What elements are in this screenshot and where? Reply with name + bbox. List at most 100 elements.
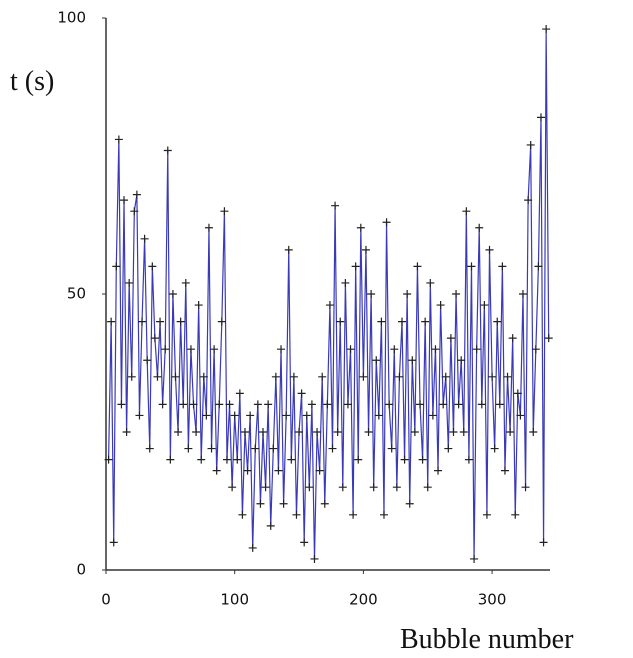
x-tick-label: 300 bbox=[478, 591, 507, 609]
data-point bbox=[140, 234, 149, 243]
data-point bbox=[166, 455, 175, 464]
data-point bbox=[531, 345, 540, 354]
data-point bbox=[310, 554, 319, 563]
data-point bbox=[413, 262, 422, 271]
data-point bbox=[446, 334, 455, 343]
data-point bbox=[233, 455, 242, 464]
data-point bbox=[534, 262, 543, 271]
data-point bbox=[181, 278, 190, 287]
data-point bbox=[328, 444, 337, 453]
data-point bbox=[112, 262, 121, 271]
data-point bbox=[444, 444, 453, 453]
y-axis-label: t (s) bbox=[10, 66, 54, 97]
y-tick-label: 100 bbox=[57, 9, 86, 27]
data-point bbox=[125, 278, 134, 287]
data-point bbox=[341, 278, 350, 287]
data-point bbox=[168, 290, 177, 298]
data-point bbox=[235, 389, 244, 398]
data-point bbox=[464, 455, 473, 464]
data-point bbox=[143, 356, 152, 365]
data-point bbox=[495, 400, 504, 409]
data-point bbox=[240, 428, 249, 436]
data-point bbox=[282, 411, 291, 420]
data-point bbox=[259, 428, 268, 436]
data-point bbox=[313, 428, 322, 436]
data-point bbox=[174, 428, 183, 436]
data-point bbox=[351, 262, 360, 271]
data-point bbox=[361, 245, 370, 254]
data-point bbox=[410, 428, 419, 436]
data-point bbox=[477, 400, 486, 409]
data-point bbox=[307, 400, 316, 409]
data-point bbox=[454, 400, 463, 409]
data-point bbox=[266, 521, 275, 530]
data-point bbox=[225, 400, 234, 409]
data-point bbox=[120, 196, 129, 205]
x-tick-label: 200 bbox=[349, 591, 378, 609]
x-tick-label: 0 bbox=[101, 591, 111, 609]
data-point bbox=[161, 345, 170, 354]
data-point bbox=[518, 290, 527, 298]
data-point bbox=[390, 345, 399, 354]
data-point bbox=[300, 538, 309, 547]
data-point bbox=[246, 411, 255, 420]
data-point bbox=[452, 290, 461, 298]
data-point bbox=[426, 278, 435, 287]
data-point bbox=[184, 444, 193, 453]
data-point bbox=[264, 400, 273, 409]
data-point bbox=[462, 207, 471, 216]
data-point bbox=[325, 301, 334, 310]
data-point bbox=[387, 444, 396, 453]
data-point bbox=[153, 372, 162, 381]
data-point bbox=[130, 207, 139, 216]
data-point bbox=[197, 455, 206, 464]
data-point bbox=[423, 483, 432, 492]
data-point bbox=[459, 428, 468, 436]
data-point bbox=[194, 301, 203, 310]
data-point bbox=[253, 400, 262, 409]
data-point bbox=[202, 411, 211, 420]
data-point bbox=[210, 345, 219, 354]
data-point bbox=[318, 372, 327, 381]
data-point bbox=[109, 538, 118, 547]
data-point bbox=[482, 510, 491, 519]
data-point bbox=[320, 499, 329, 508]
data-point bbox=[403, 290, 412, 298]
data-point bbox=[382, 218, 391, 227]
data-point bbox=[377, 317, 386, 326]
data-point bbox=[243, 466, 252, 475]
x-axis-label: Bubble number bbox=[400, 624, 574, 655]
data-point bbox=[122, 428, 131, 436]
x-tick-label: 100 bbox=[220, 591, 249, 609]
data-point bbox=[418, 455, 427, 464]
data-point bbox=[511, 510, 520, 519]
data-point bbox=[395, 372, 404, 381]
data-point bbox=[179, 400, 188, 409]
data-point bbox=[544, 334, 553, 343]
data-point bbox=[364, 428, 373, 436]
data-point bbox=[114, 135, 123, 144]
data-point bbox=[323, 400, 332, 409]
data-point bbox=[271, 372, 280, 381]
data-line bbox=[107, 29, 550, 559]
data-point bbox=[503, 372, 512, 381]
data-point bbox=[449, 428, 458, 436]
data-point bbox=[338, 483, 347, 492]
data-point bbox=[331, 201, 340, 210]
data-point bbox=[138, 317, 147, 326]
data-point bbox=[284, 245, 293, 254]
data-point bbox=[215, 400, 224, 409]
data-point bbox=[269, 444, 278, 453]
data-point bbox=[513, 389, 522, 398]
y-tick-label: 50 bbox=[67, 285, 86, 303]
data-point bbox=[349, 510, 358, 519]
data-point bbox=[186, 345, 195, 354]
data-point bbox=[295, 428, 304, 436]
data-point bbox=[516, 411, 525, 420]
data-point bbox=[336, 317, 345, 326]
data-point bbox=[212, 466, 221, 475]
data-point bbox=[526, 140, 535, 149]
data-point bbox=[220, 207, 229, 216]
data-point bbox=[148, 262, 157, 271]
data-point bbox=[192, 428, 201, 436]
